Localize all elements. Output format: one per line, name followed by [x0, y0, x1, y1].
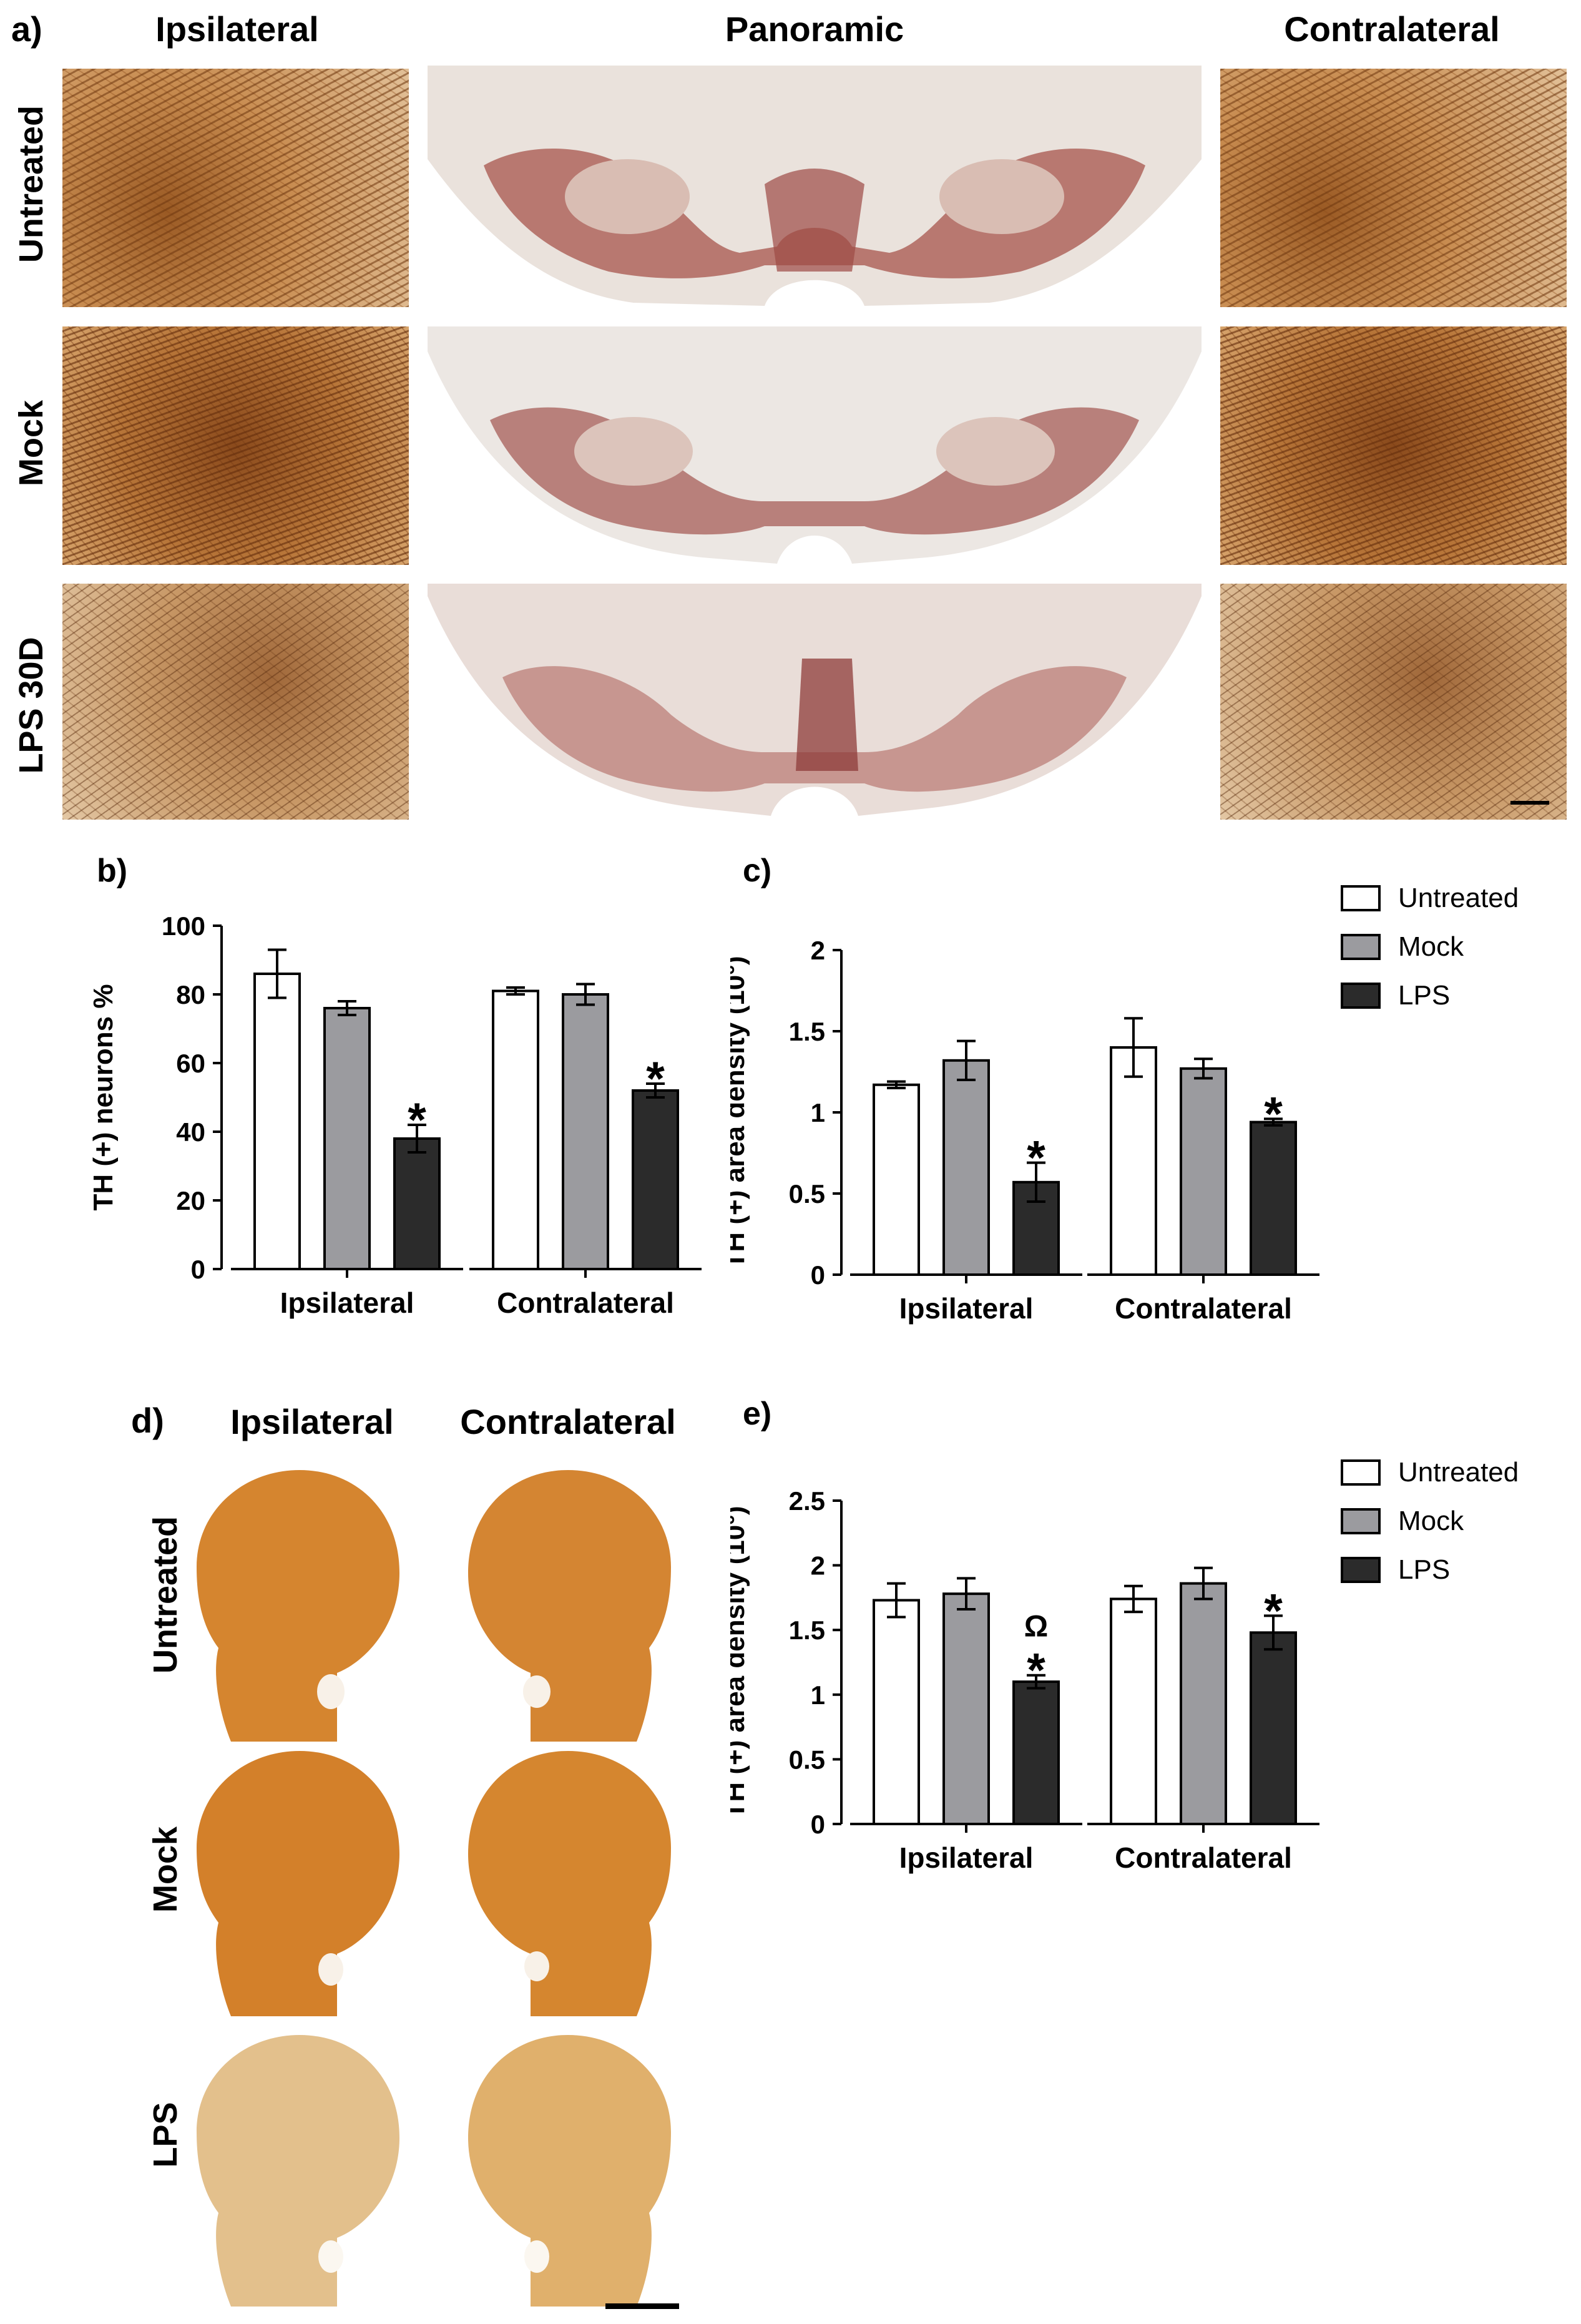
y-tick-label: 2	[811, 1551, 825, 1581]
x-category-label: Contralateral	[1115, 1841, 1292, 1874]
significance-omega: Ω	[1024, 1611, 1048, 1644]
y-tick-label: 0	[811, 1810, 825, 1839]
section-untreated-ipsilateral	[197, 1470, 399, 1742]
micrograph-mock-panoramic	[428, 326, 1202, 567]
y-axis-label: TH (+) area density (106)	[730, 956, 750, 1269]
y-tick-label: 0	[191, 1255, 205, 1284]
y-tick-label: 2.5	[789, 1486, 825, 1516]
significance-asterisk: *	[1264, 1584, 1283, 1637]
panel-a-label: a)	[11, 9, 42, 49]
panel-a-column-ipsilateral: Ipsilateral	[155, 9, 319, 49]
panel-d-row-mock: Mock	[147, 1826, 184, 1913]
x-category-label: Ipsilateral	[899, 1292, 1034, 1325]
legend-label-lps: LPS	[1398, 980, 1450, 1011]
micrograph-lps-ipsilateral	[62, 584, 409, 820]
legend-label-untreated: Untreated	[1398, 1457, 1519, 1488]
micrograph-mock-ipsilateral	[62, 326, 409, 565]
bar-mock-ipsilateral	[942, 1592, 990, 1825]
y-tick-label: 1.5	[789, 1017, 825, 1046]
legend-swatch-untreated	[1341, 885, 1381, 911]
bar-untreated-ipsilateral	[253, 973, 301, 1270]
section-mock-contralateral	[468, 1751, 671, 2016]
section-mock-ipsilateral	[197, 1751, 399, 2016]
y-tick-label: 2	[811, 936, 825, 965]
y-tick-label: 0	[811, 1260, 825, 1290]
significance-asterisk: *	[1027, 1132, 1045, 1185]
micrograph-untreated-ipsilateral	[62, 69, 409, 307]
panel-d-label: d)	[131, 1401, 164, 1440]
micrograph-lps-contralateral	[1220, 584, 1567, 820]
y-tick-label: 100	[162, 911, 205, 941]
panel-a-row-lps: LPS 30D	[12, 637, 50, 774]
micrograph-untreated-contralateral	[1220, 69, 1567, 307]
bar-mock-contralateral	[562, 993, 609, 1270]
micrograph-untreated-panoramic	[428, 66, 1202, 309]
chart-b: b) 0 20 40 60 80 100 Ipsilateral Contralateral * *…	[88, 855, 702, 1319]
y-tick-label: 80	[176, 980, 205, 1009]
panel-d-row-lps: LPS	[147, 2102, 184, 2168]
bar-untreated-contralateral	[492, 989, 539, 1270]
legend-label-lps: LPS	[1398, 1554, 1450, 1585]
y-tick-label: 1	[811, 1680, 825, 1710]
chart-panel-label: b)	[97, 855, 127, 889]
bar-untreated-ipsilateral	[873, 1083, 920, 1276]
section-lps-ipsilateral	[197, 2035, 399, 2307]
panel-a-row-untreated: Untreated	[12, 105, 50, 263]
bar-mock-ipsilateral	[942, 1059, 990, 1276]
x-category-label: Contralateral	[497, 1287, 674, 1319]
scale-bar-panel-d	[605, 2303, 679, 2309]
y-tick-label: 60	[176, 1049, 205, 1078]
legend-swatch-mock	[1341, 1508, 1381, 1534]
legend-swatch-mock	[1341, 934, 1381, 960]
legend-swatch-lps	[1341, 1557, 1381, 1583]
legend-swatch-lps	[1341, 983, 1381, 1009]
bar-lps-contralateral	[632, 1089, 679, 1270]
bar-lps-ipsilateral	[393, 1137, 441, 1270]
bar-lps-contralateral	[1250, 1120, 1297, 1276]
y-axis-label: TH (+) neurons %	[88, 984, 119, 1210]
panel-d-row-untreated: Untreated	[147, 1516, 184, 1674]
legend-label-untreated: Untreated	[1398, 883, 1519, 913]
y-tick-label: 1	[811, 1098, 825, 1127]
significance-asterisk: *	[408, 1094, 426, 1147]
y-tick-label: 1.5	[789, 1616, 825, 1645]
x-category-label: Contralateral	[1115, 1292, 1292, 1325]
micrograph-mock-contralateral	[1220, 326, 1567, 565]
x-category-label: Ipsilateral	[899, 1841, 1034, 1874]
significance-asterisk: *	[646, 1052, 665, 1106]
y-tick-label: 20	[176, 1186, 205, 1215]
panel-a-column-panoramic: Panoramic	[725, 9, 904, 49]
legend-label-mock: Mock	[1398, 931, 1464, 962]
panel-a-row-mock: Mock	[12, 400, 50, 487]
y-axis-label: TH (+) area density (106)	[730, 1506, 750, 1819]
chart-panel-label: c)	[743, 855, 771, 889]
x-category-label: Ipsilateral	[280, 1287, 414, 1319]
y-tick-label: 0.5	[789, 1745, 825, 1774]
panel-d-column-ipsilateral: Ipsilateral	[230, 1402, 394, 1441]
bar-untreated-contralateral	[1110, 1597, 1157, 1825]
bar-untreated-ipsilateral	[873, 1599, 920, 1825]
bar-mock-ipsilateral	[323, 1007, 371, 1270]
section-lps-contralateral	[468, 2035, 671, 2307]
bar-lps-contralateral	[1250, 1631, 1297, 1825]
panel-d-column-contralateral: Contralateral	[460, 1402, 676, 1441]
significance-asterisk: *	[1264, 1087, 1283, 1140]
bar-untreated-contralateral	[1110, 1046, 1157, 1276]
section-untreated-contralateral	[468, 1470, 671, 1742]
chart-panel-label: e)	[743, 1398, 771, 1432]
bar-mock-contralateral	[1180, 1582, 1227, 1825]
legend-swatch-untreated	[1341, 1459, 1381, 1486]
bar-mock-contralateral	[1180, 1067, 1227, 1276]
panel-a-column-contralateral: Contralateral	[1284, 9, 1500, 49]
y-tick-label: 40	[176, 1117, 205, 1147]
micrograph-lps-panoramic	[428, 584, 1202, 820]
significance-asterisk: *	[1027, 1644, 1045, 1697]
chart-c: c) 0 0.5 1 1.5 2 Ipsilateral Contralateral * * TH …	[730, 855, 1519, 1325]
bar-lps-ipsilateral	[1012, 1680, 1060, 1825]
scale-bar-panel-a	[1510, 801, 1549, 805]
legend-label-mock: Mock	[1398, 1506, 1464, 1536]
y-tick-label: 0.5	[789, 1179, 825, 1209]
